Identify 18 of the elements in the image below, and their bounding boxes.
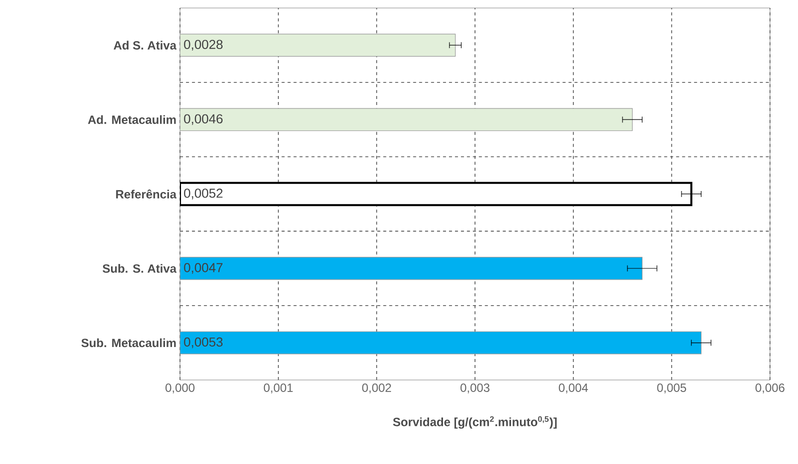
x-tick-label: 0,003	[460, 384, 490, 394]
y-tick-label: Sub. S. Ativa	[102, 264, 177, 273]
x-tick-label: 0,001	[264, 384, 293, 394]
data-label: 0,0046	[184, 114, 223, 125]
data-label: 0,0052	[184, 188, 222, 200]
x-tick-label: 0,006	[756, 384, 784, 394]
x-axis-title: Sorvidade [g/(cm$^{2}$.minuto$^{0,5}$)]	[393, 416, 557, 429]
y-tick-label: Sub. Metacaulim	[81, 338, 176, 348]
y-tick-label: Referência	[116, 189, 177, 198]
x-tick-label: 0,000	[166, 384, 194, 394]
data-label: 0,0028	[184, 40, 223, 51]
y-tick-label: Ad S. Ativa	[114, 40, 177, 50]
x-tick-label: 0,005	[657, 384, 686, 394]
data-label: 0,0047	[184, 263, 222, 274]
x-tick-label: 0,002	[362, 384, 392, 394]
x-tick-label: 0,004	[558, 384, 588, 394]
data-label: 0,0053	[184, 337, 223, 348]
y-tick-label: Ad. Metacaulim	[88, 115, 176, 124]
